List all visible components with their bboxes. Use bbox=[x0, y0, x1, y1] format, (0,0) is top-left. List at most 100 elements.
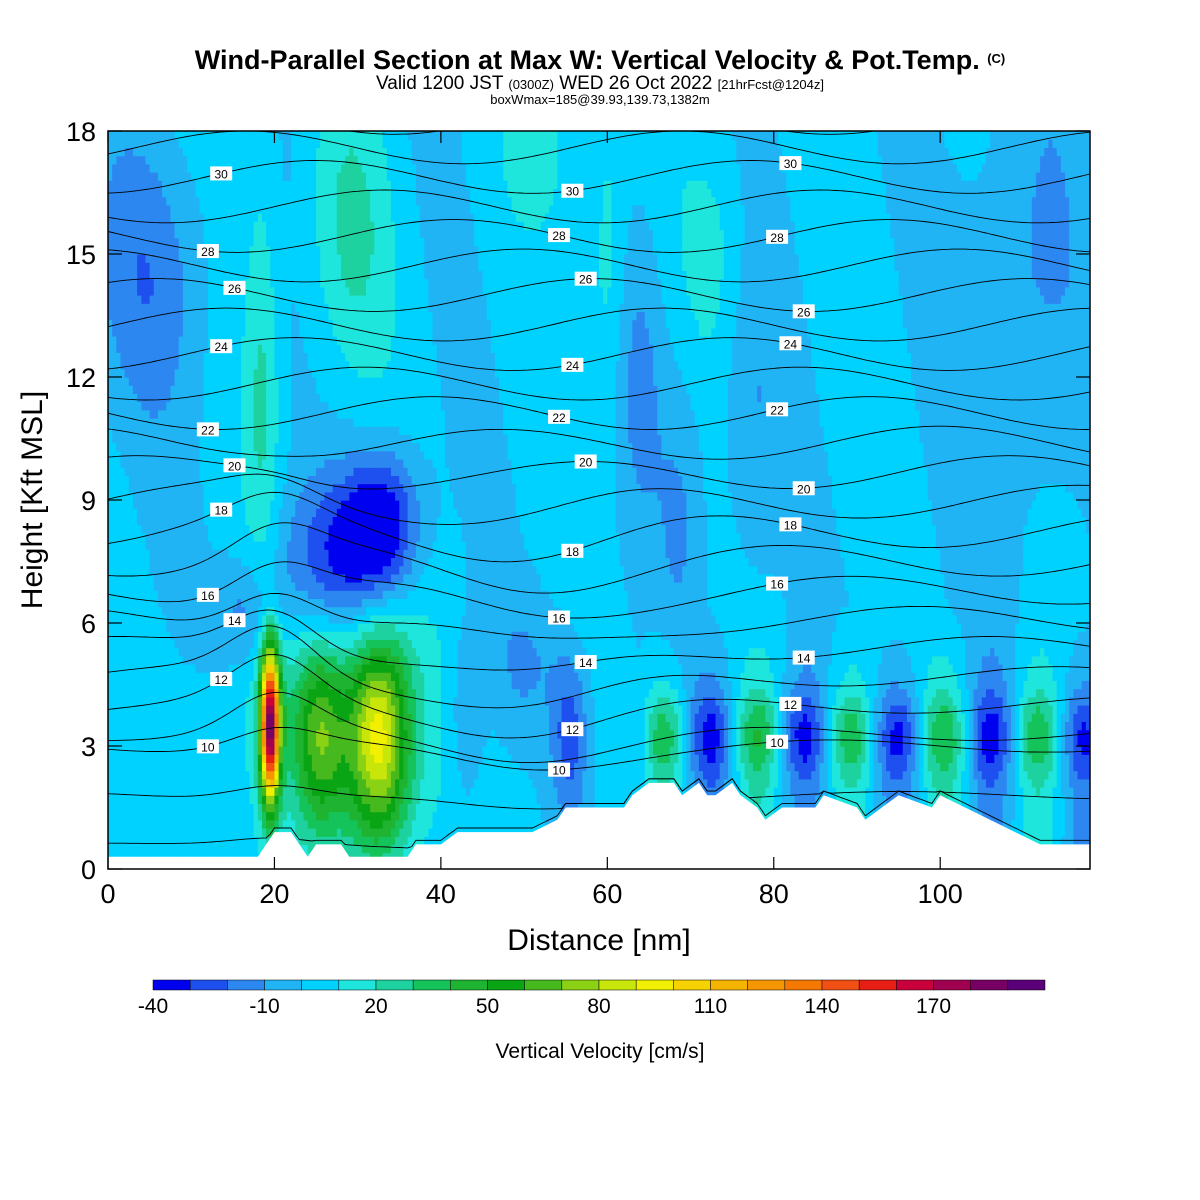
field-cell bbox=[257, 795, 263, 804]
field-cell bbox=[108, 721, 113, 731]
field-cell bbox=[403, 737, 409, 747]
field-cell bbox=[328, 770, 334, 780]
field-cell bbox=[199, 836, 205, 845]
field-cell bbox=[162, 844, 167, 854]
field-cell bbox=[291, 737, 296, 747]
field-cell bbox=[1085, 778, 1090, 788]
field-cell bbox=[1015, 811, 1020, 821]
field-cell bbox=[291, 721, 296, 731]
field-cell bbox=[611, 737, 617, 747]
field-cell bbox=[807, 705, 812, 714]
field-cell bbox=[1060, 737, 1066, 747]
field-cell bbox=[765, 754, 771, 763]
field-cell bbox=[137, 795, 142, 804]
field-cell bbox=[361, 819, 367, 829]
field-cell bbox=[1052, 729, 1058, 739]
field-cell bbox=[212, 828, 217, 837]
field-cell bbox=[985, 713, 991, 722]
field-cell bbox=[494, 754, 500, 763]
field-cell bbox=[673, 696, 679, 706]
field-cell bbox=[819, 713, 825, 722]
field-cell bbox=[890, 778, 896, 788]
field-cell bbox=[207, 713, 213, 722]
field-cell bbox=[295, 819, 301, 829]
field-cell bbox=[449, 762, 454, 772]
field-cell bbox=[116, 713, 122, 722]
field-cell bbox=[856, 696, 862, 706]
field-cell bbox=[994, 713, 1000, 722]
field-cell bbox=[732, 778, 737, 788]
field-cell bbox=[324, 803, 330, 813]
field-cell bbox=[170, 844, 176, 854]
field-cell bbox=[470, 787, 475, 796]
field-cell bbox=[365, 729, 371, 739]
field-cell bbox=[349, 836, 355, 845]
field-cell bbox=[881, 770, 887, 780]
field-cell bbox=[1065, 737, 1070, 747]
field-cell bbox=[141, 721, 147, 731]
field-cell bbox=[819, 721, 825, 731]
field-cell bbox=[112, 688, 117, 698]
field-cell bbox=[253, 770, 259, 780]
field-cell bbox=[145, 844, 151, 854]
field-cell bbox=[1027, 795, 1033, 804]
field-cell bbox=[149, 836, 155, 845]
field-cell bbox=[145, 819, 151, 829]
field-cell bbox=[794, 713, 800, 722]
field-cell bbox=[195, 696, 201, 706]
field-cell bbox=[382, 696, 388, 706]
field-cell bbox=[644, 778, 650, 788]
field-cell bbox=[1006, 705, 1012, 714]
field-cell bbox=[1019, 737, 1025, 747]
field-cell bbox=[345, 844, 350, 854]
field-cell bbox=[557, 795, 563, 804]
field-cell bbox=[769, 762, 775, 772]
field-cell bbox=[282, 778, 288, 788]
field-cell bbox=[436, 746, 442, 755]
field-cell bbox=[386, 705, 392, 714]
field-cell bbox=[881, 713, 887, 722]
field-cell bbox=[137, 770, 142, 780]
field-cell bbox=[324, 811, 330, 821]
field-cell bbox=[291, 746, 296, 755]
field-cell bbox=[540, 754, 546, 763]
field-cell bbox=[894, 696, 900, 706]
field-cell bbox=[399, 819, 405, 829]
field-cell bbox=[407, 795, 413, 804]
field-cell bbox=[840, 754, 846, 763]
field-cell bbox=[827, 705, 833, 714]
field-cell bbox=[1015, 762, 1020, 772]
field-cell bbox=[162, 705, 167, 714]
field-cell bbox=[116, 778, 122, 788]
field-cell bbox=[1035, 721, 1041, 731]
field-cell bbox=[636, 705, 642, 714]
field-cell bbox=[261, 819, 267, 829]
field-cell bbox=[886, 705, 891, 714]
field-cell bbox=[399, 795, 405, 804]
field-cell bbox=[261, 737, 267, 747]
field-cell bbox=[594, 754, 600, 763]
field-cell bbox=[590, 737, 596, 747]
field-cell bbox=[536, 819, 542, 829]
field-cell bbox=[403, 713, 409, 722]
field-cell bbox=[395, 762, 400, 772]
field-cell bbox=[207, 696, 213, 706]
field-cell bbox=[112, 787, 117, 796]
field-cell bbox=[640, 721, 646, 731]
field-cell bbox=[353, 762, 359, 772]
field-cell bbox=[382, 762, 388, 772]
field-cell bbox=[856, 778, 862, 788]
field-cell bbox=[445, 721, 450, 731]
field-cell bbox=[220, 705, 226, 714]
field-cell bbox=[936, 754, 941, 763]
field-cell bbox=[245, 811, 251, 821]
field-cell bbox=[611, 778, 617, 788]
field-cell bbox=[1077, 778, 1083, 788]
field-cell bbox=[798, 778, 804, 788]
field-cell bbox=[936, 770, 941, 780]
field-cell bbox=[844, 770, 850, 780]
field-cell bbox=[927, 746, 933, 755]
field-cell bbox=[877, 778, 883, 788]
field-cell bbox=[212, 754, 217, 763]
field-cell bbox=[278, 721, 284, 731]
